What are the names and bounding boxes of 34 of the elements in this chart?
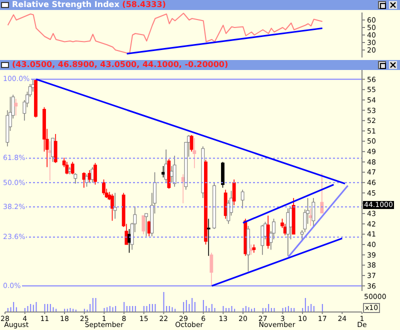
- candlestick: [110, 194, 114, 222]
- candlestick: [286, 208, 290, 256]
- candlestick: [113, 192, 117, 220]
- chart-subtitle: (58.4333): [122, 0, 166, 9]
- candlestick: [221, 162, 224, 188]
- candlestick: [70, 162, 74, 175]
- candlestick: [210, 252, 214, 286]
- candlestick: [144, 213, 148, 237]
- candlestick: [51, 138, 54, 162]
- chart-subtitle: (43.0500, 46.8900, 43.0500, 44.1000, -0.20000): [12, 60, 228, 69]
- candlestick: [206, 218, 210, 256]
- candlestick: [190, 134, 194, 152]
- chart-title: Relative Strength Index: [12, 0, 120, 9]
- line-series: [7, 12, 323, 54]
- candlestick: [260, 224, 264, 256]
- candlestick: [65, 162, 69, 175]
- candlestick: [232, 179, 236, 206]
- candlestick: [266, 215, 270, 250]
- candlestick: [240, 189, 244, 209]
- candlestick: [14, 98, 18, 116]
- candlestick: [142, 215, 146, 235]
- candlestick: [48, 140, 52, 181]
- candlestick: [312, 198, 316, 226]
- candlestick: [90, 166, 94, 183]
- candlestick: [94, 162, 97, 186]
- candlestick: [54, 134, 58, 164]
- candlestick: [320, 172, 324, 214]
- candlestick: [74, 172, 78, 184]
- candlestick: [85, 174, 88, 188]
- candlestick: [252, 244, 256, 254]
- candlestick: [172, 155, 176, 188]
- candlestick: [102, 179, 106, 196]
- candlestick: [192, 138, 196, 169]
- candlestick: [82, 172, 86, 188]
